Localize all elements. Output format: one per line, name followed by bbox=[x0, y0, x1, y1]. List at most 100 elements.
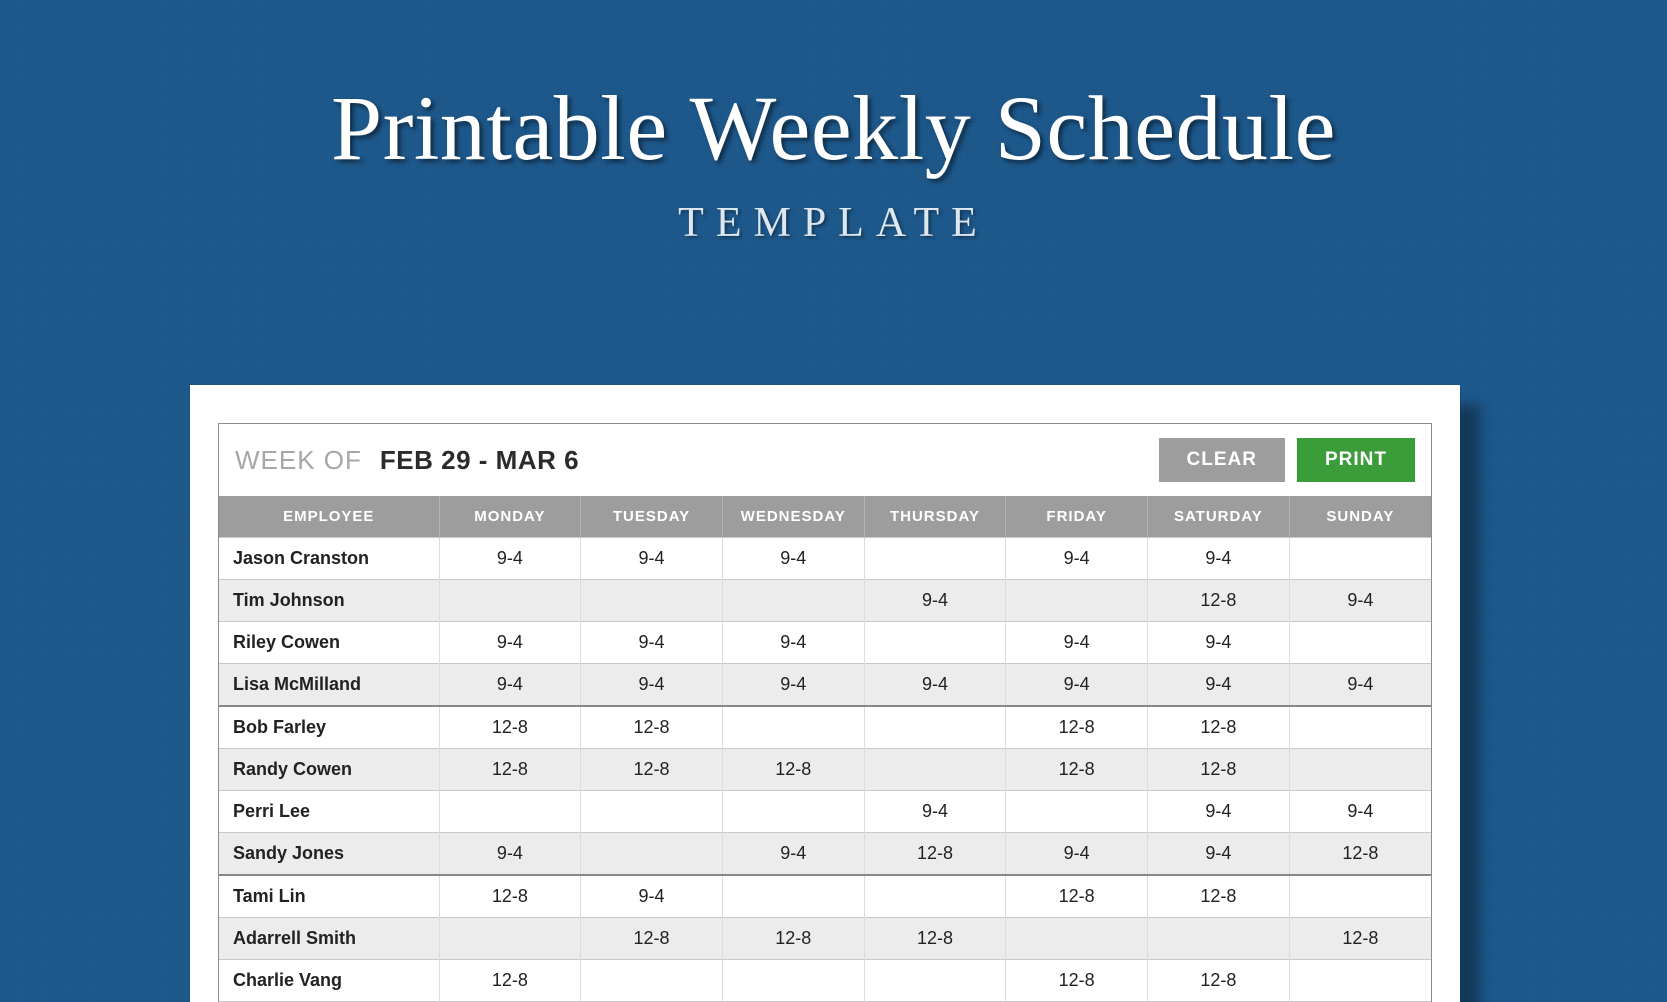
shift-cell: 9-4 bbox=[1289, 664, 1431, 707]
shift-cell bbox=[1006, 918, 1148, 960]
shift-cell: 12-8 bbox=[439, 749, 581, 791]
shift-cell: 12-8 bbox=[1006, 706, 1148, 749]
table-header-row: EMPLOYEE MONDAY TUESDAY WEDNESDAY THURSD… bbox=[219, 496, 1431, 538]
shift-cell bbox=[1289, 622, 1431, 664]
shift-cell bbox=[1006, 791, 1148, 833]
col-header-employee: EMPLOYEE bbox=[219, 496, 439, 538]
shift-cell: 12-8 bbox=[439, 875, 581, 918]
schedule-panel: WEEK OF FEB 29 - MAR 6 CLEAR PRINT EMPLO… bbox=[218, 423, 1432, 1002]
shift-cell bbox=[722, 875, 864, 918]
col-header-tuesday: TUESDAY bbox=[581, 496, 723, 538]
shift-cell: 12-8 bbox=[1289, 918, 1431, 960]
shift-cell bbox=[581, 791, 723, 833]
col-header-thursday: THURSDAY bbox=[864, 496, 1006, 538]
employee-name: Bob Farley bbox=[219, 706, 439, 749]
shift-cell: 12-8 bbox=[1006, 875, 1148, 918]
shift-cell: 9-4 bbox=[1006, 664, 1148, 707]
col-header-sunday: SUNDAY bbox=[1289, 496, 1431, 538]
shift-cell: 9-4 bbox=[581, 664, 723, 707]
shift-cell: 9-4 bbox=[1148, 538, 1290, 580]
table-row: Tami Lin12-89-412-812-8 bbox=[219, 875, 1431, 918]
shift-cell bbox=[439, 580, 581, 622]
shift-cell: 9-4 bbox=[1148, 664, 1290, 707]
shift-cell bbox=[1006, 580, 1148, 622]
employee-name: Riley Cowen bbox=[219, 622, 439, 664]
shift-cell bbox=[581, 960, 723, 1002]
shift-cell bbox=[1289, 875, 1431, 918]
shift-cell: 9-4 bbox=[439, 833, 581, 876]
shift-cell: 9-4 bbox=[864, 664, 1006, 707]
shift-cell bbox=[1289, 960, 1431, 1002]
shift-cell: 12-8 bbox=[1148, 960, 1290, 1002]
panel-header: WEEK OF FEB 29 - MAR 6 CLEAR PRINT bbox=[219, 424, 1431, 496]
shift-cell bbox=[581, 833, 723, 876]
shift-cell bbox=[581, 580, 723, 622]
clear-button[interactable]: CLEAR bbox=[1159, 438, 1285, 482]
col-header-saturday: SATURDAY bbox=[1148, 496, 1290, 538]
shift-cell: 12-8 bbox=[864, 833, 1006, 876]
employee-name: Tami Lin bbox=[219, 875, 439, 918]
shift-cell: 9-4 bbox=[1006, 538, 1148, 580]
shift-cell bbox=[1289, 538, 1431, 580]
page-title: Printable Weekly Schedule bbox=[0, 75, 1667, 181]
shift-cell: 9-4 bbox=[1148, 791, 1290, 833]
shift-cell bbox=[722, 960, 864, 1002]
shift-cell: 9-4 bbox=[439, 664, 581, 707]
col-header-friday: FRIDAY bbox=[1006, 496, 1148, 538]
hero-banner: Printable Weekly Schedule TEMPLATE bbox=[0, 0, 1667, 247]
shift-cell: 12-8 bbox=[1289, 833, 1431, 876]
shift-cell: 12-8 bbox=[1006, 749, 1148, 791]
shift-cell: 9-4 bbox=[439, 622, 581, 664]
page-subtitle: TEMPLATE bbox=[0, 199, 1667, 247]
shift-cell: 9-4 bbox=[439, 538, 581, 580]
shift-cell: 9-4 bbox=[1148, 833, 1290, 876]
shift-cell bbox=[864, 960, 1006, 1002]
table-row: Sandy Jones9-49-412-89-49-412-8 bbox=[219, 833, 1431, 876]
shift-cell: 9-4 bbox=[864, 791, 1006, 833]
table-row: Charlie Vang12-812-812-8 bbox=[219, 960, 1431, 1002]
shift-cell bbox=[439, 791, 581, 833]
employee-name: Lisa McMilland bbox=[219, 664, 439, 707]
print-button[interactable]: PRINT bbox=[1297, 438, 1415, 482]
employee-name: Tim Johnson bbox=[219, 580, 439, 622]
shift-cell: 12-8 bbox=[1148, 580, 1290, 622]
shift-cell: 9-4 bbox=[581, 622, 723, 664]
shift-cell: 9-4 bbox=[722, 664, 864, 707]
table-row: Jason Cranston9-49-49-49-49-4 bbox=[219, 538, 1431, 580]
shift-cell bbox=[722, 706, 864, 749]
shift-cell bbox=[439, 918, 581, 960]
table-row: Lisa McMilland9-49-49-49-49-49-49-4 bbox=[219, 664, 1431, 707]
table-row: Adarrell Smith12-812-812-812-8 bbox=[219, 918, 1431, 960]
col-header-monday: MONDAY bbox=[439, 496, 581, 538]
shift-cell bbox=[864, 875, 1006, 918]
shift-cell: 9-4 bbox=[1148, 622, 1290, 664]
shift-cell bbox=[722, 791, 864, 833]
shift-cell: 9-4 bbox=[1006, 622, 1148, 664]
shift-cell: 12-8 bbox=[864, 918, 1006, 960]
shift-cell: 9-4 bbox=[1289, 580, 1431, 622]
employee-name: Perri Lee bbox=[219, 791, 439, 833]
shift-cell: 12-8 bbox=[722, 749, 864, 791]
shift-cell bbox=[1148, 918, 1290, 960]
schedule-sheet: WEEK OF FEB 29 - MAR 6 CLEAR PRINT EMPLO… bbox=[190, 385, 1460, 1002]
employee-name: Adarrell Smith bbox=[219, 918, 439, 960]
employee-name: Randy Cowen bbox=[219, 749, 439, 791]
shift-cell: 9-4 bbox=[722, 833, 864, 876]
shift-cell: 9-4 bbox=[1006, 833, 1148, 876]
shift-cell: 12-8 bbox=[439, 706, 581, 749]
week-range: FEB 29 - MAR 6 bbox=[380, 445, 579, 476]
shift-cell: 12-8 bbox=[1006, 960, 1148, 1002]
shift-cell: 12-8 bbox=[1148, 749, 1290, 791]
table-row: Tim Johnson9-412-89-4 bbox=[219, 580, 1431, 622]
shift-cell bbox=[722, 580, 864, 622]
shift-cell bbox=[864, 706, 1006, 749]
shift-cell: 12-8 bbox=[1148, 875, 1290, 918]
shift-cell: 12-8 bbox=[581, 706, 723, 749]
shift-cell bbox=[864, 538, 1006, 580]
table-head: EMPLOYEE MONDAY TUESDAY WEDNESDAY THURSD… bbox=[219, 496, 1431, 538]
shift-cell: 9-4 bbox=[722, 622, 864, 664]
shift-cell: 9-4 bbox=[581, 875, 723, 918]
shift-cell: 12-8 bbox=[1148, 706, 1290, 749]
shift-cell: 9-4 bbox=[722, 538, 864, 580]
shift-cell bbox=[1289, 749, 1431, 791]
